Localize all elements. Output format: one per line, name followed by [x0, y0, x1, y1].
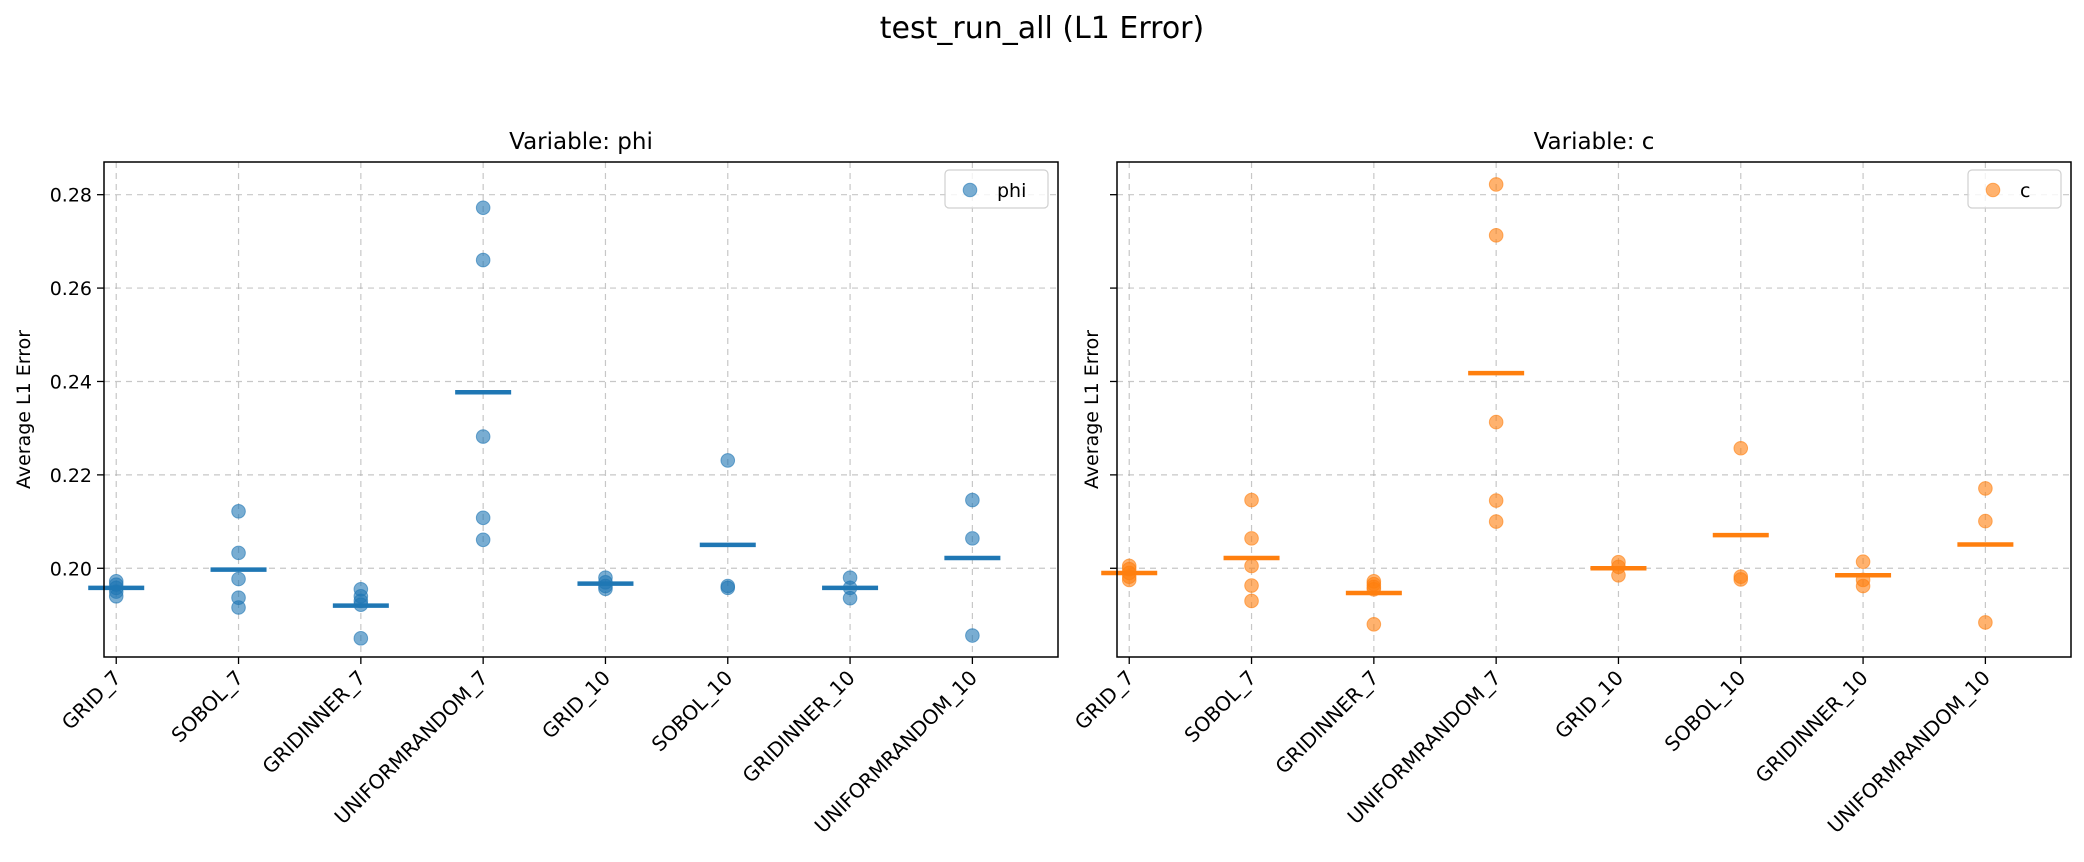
- x-tick-label: GRIDINNER_10: [738, 666, 860, 788]
- data-point: [108, 588, 124, 604]
- data-point: [231, 600, 246, 615]
- x-tick-label: SOBOL_7: [166, 666, 248, 748]
- data-point: [1244, 558, 1259, 574]
- data-point: [965, 492, 980, 508]
- data-point: [1244, 593, 1259, 609]
- x-tick-label: SOBOL_7: [1179, 666, 1261, 748]
- data-point: [1244, 531, 1259, 546]
- y-tick-label: 0.20: [50, 558, 92, 580]
- y-tick-label: 0.28: [50, 185, 92, 207]
- legend-marker: [1985, 182, 2001, 198]
- legend-label: c: [2020, 180, 2030, 202]
- legend-box: [944, 169, 1049, 209]
- data-point: [475, 510, 491, 526]
- x-tick-label: GRID_7: [57, 666, 126, 735]
- x-tick-label: GRID_10: [1550, 666, 1628, 744]
- data-point: [1244, 578, 1259, 593]
- data-point: [1244, 492, 1259, 508]
- x-tick-label: SOBOL_10: [647, 666, 738, 757]
- data-point: [231, 571, 246, 587]
- data-point: [231, 504, 246, 519]
- data-point: [475, 200, 491, 216]
- data-point: [1488, 177, 1504, 192]
- axes-frame: [1116, 161, 2072, 658]
- y-tick-label: 0.26: [50, 278, 92, 300]
- data-point: [1488, 414, 1504, 430]
- data-point: [475, 252, 491, 268]
- data-point: [1733, 440, 1749, 456]
- data-point: [475, 532, 491, 548]
- legend-marker: [962, 182, 978, 198]
- x-tick-label: GRIDINNER_7: [1270, 666, 1383, 779]
- data-point: [1366, 617, 1382, 632]
- data-point: [1855, 578, 1871, 594]
- data-point: [1488, 228, 1504, 243]
- data-point: [231, 545, 246, 561]
- x-tick-label: GRID_7: [1070, 666, 1139, 735]
- data-point: [965, 628, 980, 643]
- x-tick-label: GRIDINNER_10: [1751, 666, 1873, 788]
- data-point: [1855, 554, 1871, 570]
- y-axis-label: Average L1 Error: [1081, 330, 1103, 489]
- x-tick-label: GRID_10: [537, 666, 615, 744]
- axes-frame: [103, 161, 1059, 658]
- y-tick-label: 0.24: [50, 371, 92, 393]
- data-point: [1978, 615, 1993, 630]
- x-tick-label: SOBOL_10: [1660, 666, 1751, 757]
- data-point: [353, 631, 369, 646]
- data-point: [720, 453, 736, 468]
- data-point: [1978, 513, 1993, 529]
- data-point: [1488, 514, 1504, 529]
- figure-title: test_run_all (L1 Error): [880, 11, 1204, 46]
- data-point: [842, 590, 858, 606]
- data-point: [475, 429, 491, 444]
- data-point: [965, 531, 980, 546]
- legend-label: phi: [997, 180, 1026, 202]
- x-tick-label: GRIDINNER_7: [257, 666, 370, 779]
- data-point: [1488, 493, 1504, 508]
- subplot-title: Variable: c: [1534, 129, 1655, 155]
- data-point: [1733, 572, 1749, 587]
- y-tick-label: 0.22: [50, 465, 92, 487]
- data-point: [720, 580, 736, 596]
- data-point: [1978, 481, 1993, 496]
- subplot-title: Variable: phi: [509, 129, 653, 155]
- y-axis-label: Average L1 Error: [13, 330, 35, 489]
- legend-box: [1967, 169, 2062, 209]
